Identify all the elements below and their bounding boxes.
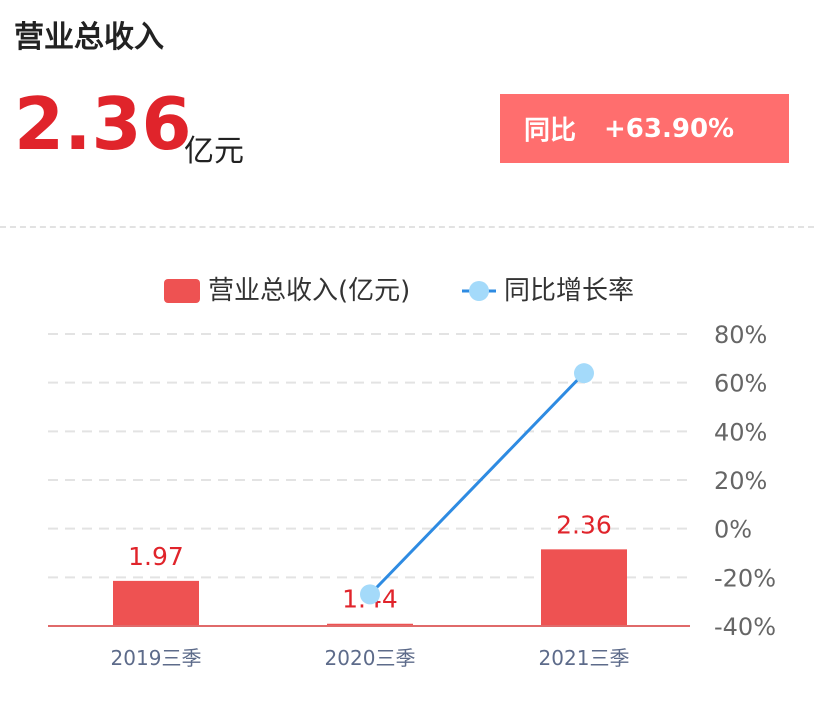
legend-swatch-point — [469, 281, 489, 301]
revenue-unit: 亿元 — [184, 134, 244, 169]
bar — [541, 549, 627, 626]
revenue-value: 2.36 — [14, 82, 192, 166]
y-tick-label: -40% — [714, 613, 776, 641]
y-tick-label: 20% — [714, 467, 767, 495]
page-title: 营业总收入 — [14, 20, 164, 55]
yoy-badge: 同比 +63.90% — [500, 94, 789, 163]
legend-swatch-bar — [164, 279, 200, 303]
growth-point — [574, 363, 594, 384]
y-tick-label: 60% — [714, 370, 767, 398]
y-tick-label: 0% — [714, 516, 752, 544]
growth-line — [368, 372, 586, 596]
y-tick-label: 40% — [714, 418, 767, 446]
legend-label-bar: 营业总收入(亿元) — [208, 276, 410, 306]
y-tick-label: 80% — [714, 321, 767, 349]
bar-value-label: 1.97 — [128, 542, 184, 571]
y-tick-label: -20% — [714, 564, 776, 592]
growth-point — [360, 584, 380, 605]
bar — [113, 580, 199, 626]
bar — [327, 623, 413, 626]
legend-label-line: 同比增长率 — [504, 276, 634, 306]
yoy-label: 同比 — [524, 116, 577, 146]
bar-value-label: 2.36 — [556, 510, 612, 539]
x-tick-label: 2019三季 — [111, 646, 202, 670]
divider — [0, 226, 814, 228]
x-tick-label: 2020三季 — [325, 646, 416, 670]
yoy-value: +63.90% — [604, 113, 735, 144]
x-tick-label: 2021三季 — [539, 646, 630, 670]
